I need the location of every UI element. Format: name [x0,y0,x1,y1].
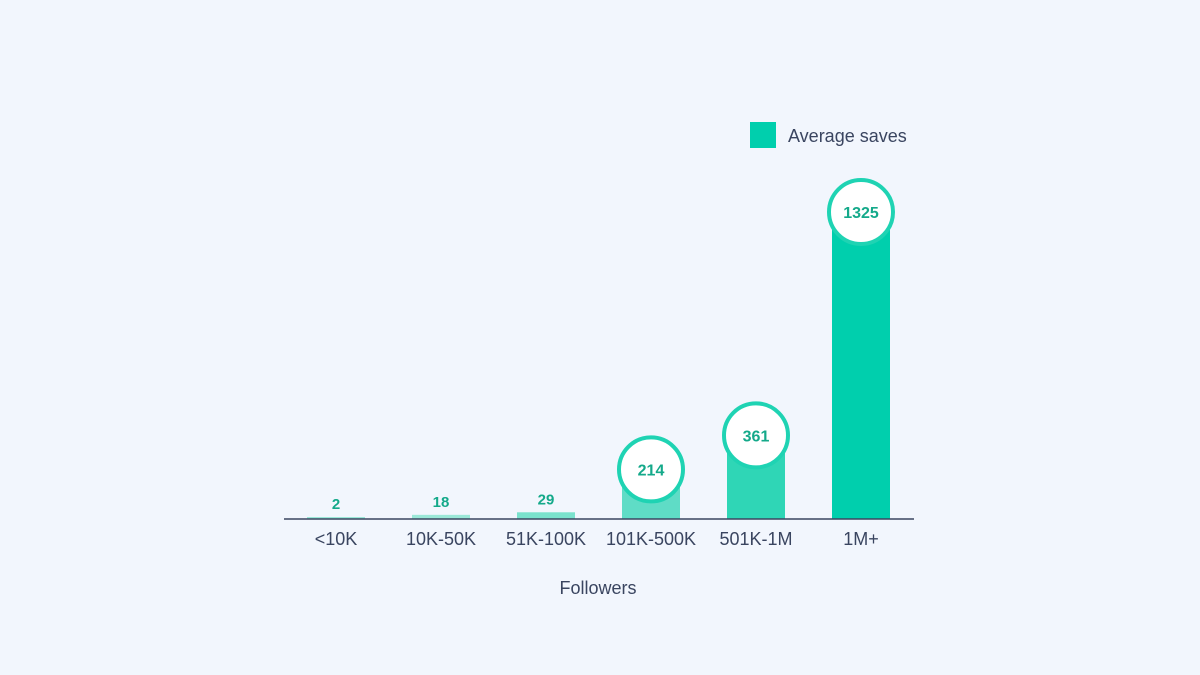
value-label-101k-500k: 214 [638,462,665,479]
x-tick-label-10k-50k: 10K-50K [406,529,476,549]
bar-1m [832,212,890,519]
legend-label-average-saves: Average saves [788,126,907,146]
x-tick-label-101k-500k: 101K-500K [606,529,696,549]
bar-10k-50k [412,514,470,519]
bars-layer [307,212,890,519]
bar-51k-100k [517,512,575,519]
x-tick-label-501k-1m: 501K-1M [719,529,792,549]
x-tick-labels: <10K 10K-50K 51K-100K 101K-500K 501K-1M 1M+ [315,529,879,549]
value-bubble-501k-1m [722,401,790,470]
value-label-501k-1m: 361 [743,428,770,445]
legend: Average saves [750,122,907,148]
value-bubble-101k-500k [617,435,685,504]
value-label-1m: 1325 [843,205,879,222]
x-tick-label-1m: 1M+ [843,529,879,549]
value-labels: 2 18 29 214 361 1325 [332,178,895,513]
value-label-10k-50k: 18 [433,494,450,511]
value-label-51k-100k: 29 [538,491,555,508]
bar-10k [307,517,365,519]
legend-swatch [750,122,776,148]
x-axis-title: Followers [559,578,636,598]
x-tick-label-51k-100k: 51K-100K [506,529,586,549]
value-bubble-1m [827,178,895,246]
x-tick-label-10k: <10K [315,529,358,549]
value-label-10k: 2 [332,496,340,513]
